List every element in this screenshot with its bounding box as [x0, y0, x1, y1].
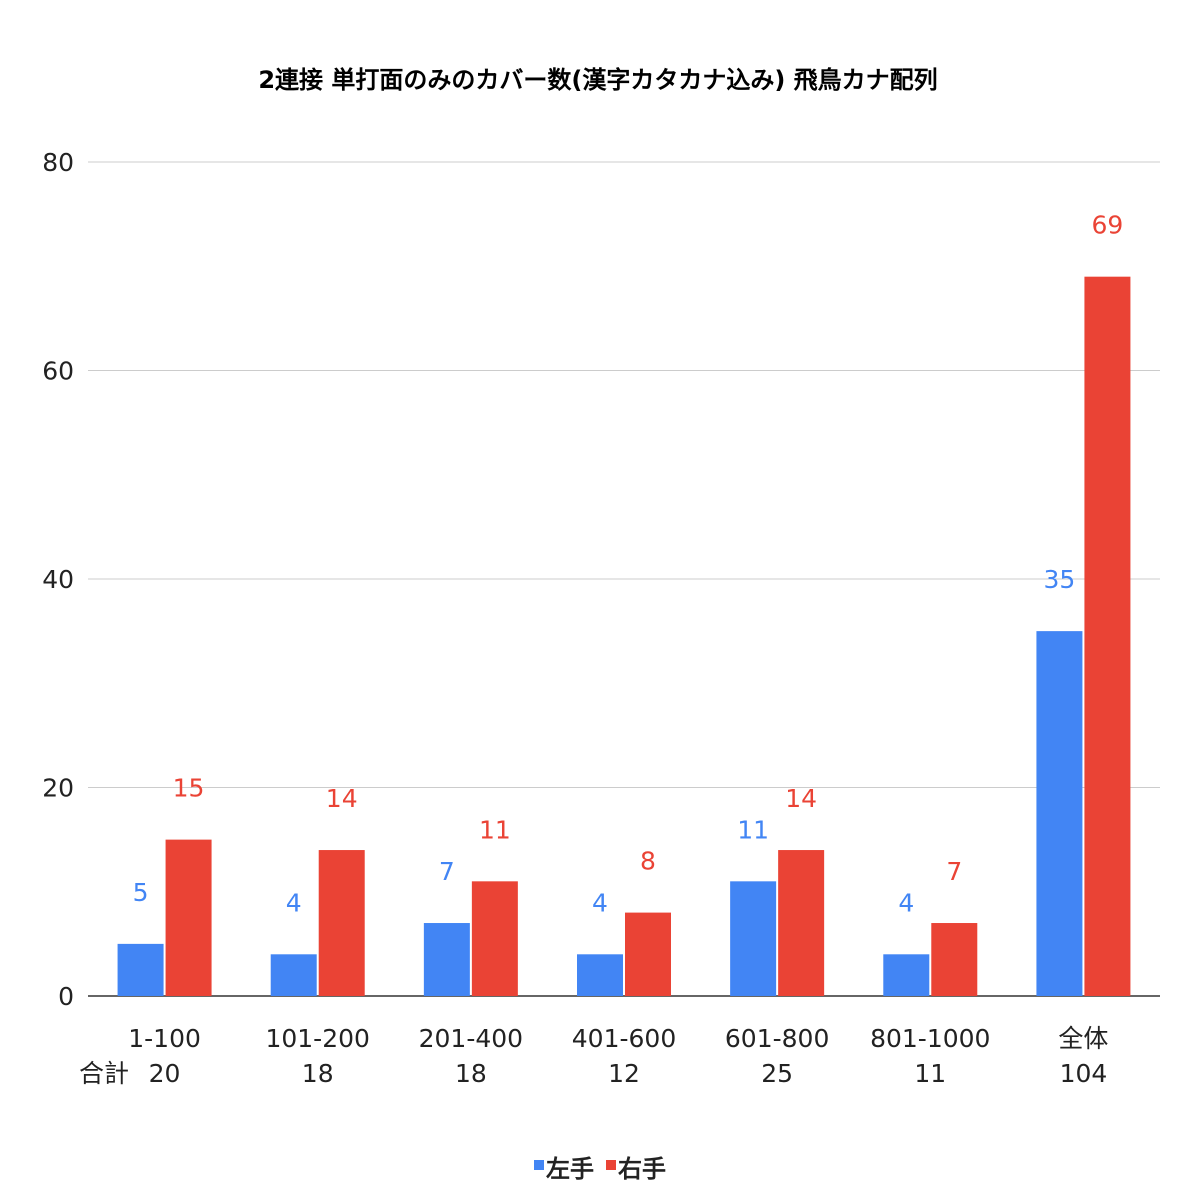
- bar-right-hand: [165, 839, 212, 996]
- x-tick-label: 1-100: [128, 1024, 201, 1053]
- legend-label: 左手: [546, 1155, 594, 1183]
- data-label: 15: [173, 774, 205, 803]
- x-tick-label: 801-1000: [870, 1024, 990, 1053]
- data-label: 4: [592, 888, 608, 917]
- bar-left-hand: [1036, 631, 1083, 996]
- chart-title: 2連接 単打面のみのカバー数(漢字カタカナ込み) 飛鳥カナ配列: [258, 66, 937, 94]
- total-value: 11: [914, 1059, 946, 1088]
- gridlines: [88, 161, 1160, 997]
- data-label: 4: [898, 888, 914, 917]
- legend-swatch: [534, 1160, 544, 1170]
- y-axis-ticks: 0 20 40 60 80: [42, 148, 74, 1011]
- legend: 左手 右手: [534, 1155, 666, 1183]
- bar-right-hand: [778, 850, 825, 996]
- data-labels: 5 15 4 14 7 11 4 8 11 14 4 7 35 69: [133, 211, 1124, 918]
- bar-right-hand: [931, 923, 978, 996]
- x-tick-label: 201-400: [419, 1024, 523, 1053]
- bar-left-hand: [577, 954, 623, 996]
- y-tick-label: 20: [42, 774, 74, 803]
- bar-left-hand: [423, 923, 470, 996]
- bar-left-hand: [883, 954, 930, 996]
- legend-swatch: [606, 1160, 616, 1170]
- legend-label: 右手: [618, 1155, 666, 1183]
- bars: [117, 276, 1131, 996]
- data-label: 7: [946, 857, 962, 886]
- total-value: 12: [608, 1059, 640, 1088]
- bar-right-hand: [318, 850, 365, 996]
- bar-left-hand: [117, 943, 164, 996]
- x-tick-label: 101-200: [265, 1024, 369, 1053]
- data-label: 14: [785, 784, 817, 813]
- data-label: 69: [1092, 211, 1124, 240]
- data-label: 11: [479, 815, 511, 844]
- y-tick-label: 80: [42, 148, 74, 177]
- x-tick-label: 601-800: [725, 1024, 829, 1053]
- x-axis-ticks: 1-100 20 101-200 18 201-400 18 401-600 12 601-80…: [79, 1024, 1108, 1088]
- data-label: 4: [286, 888, 302, 917]
- data-label: 8: [640, 847, 656, 876]
- y-tick-label: 0: [58, 982, 74, 1011]
- totals-row-label: 合計: [79, 1059, 129, 1088]
- bar-right-hand: [471, 881, 518, 996]
- data-label: 11: [737, 815, 769, 844]
- bar-left-hand: [270, 954, 317, 996]
- bar-right-hand: [625, 912, 671, 996]
- bar-left-hand: [730, 881, 777, 996]
- total-value: 18: [455, 1059, 487, 1088]
- total-value: 20: [149, 1059, 181, 1088]
- bar-right-hand: [1084, 276, 1131, 996]
- total-value: 18: [302, 1059, 334, 1088]
- total-value: 25: [761, 1059, 793, 1088]
- data-label: 35: [1044, 565, 1076, 594]
- data-label: 14: [326, 784, 358, 813]
- y-tick-label: 60: [42, 357, 74, 386]
- total-value: 104: [1060, 1059, 1108, 1088]
- data-label: 5: [133, 878, 149, 907]
- data-label: 7: [439, 857, 455, 886]
- x-tick-label: 401-600: [572, 1024, 676, 1053]
- x-tick-label: 全体: [1058, 1024, 1108, 1053]
- y-tick-label: 40: [42, 565, 74, 594]
